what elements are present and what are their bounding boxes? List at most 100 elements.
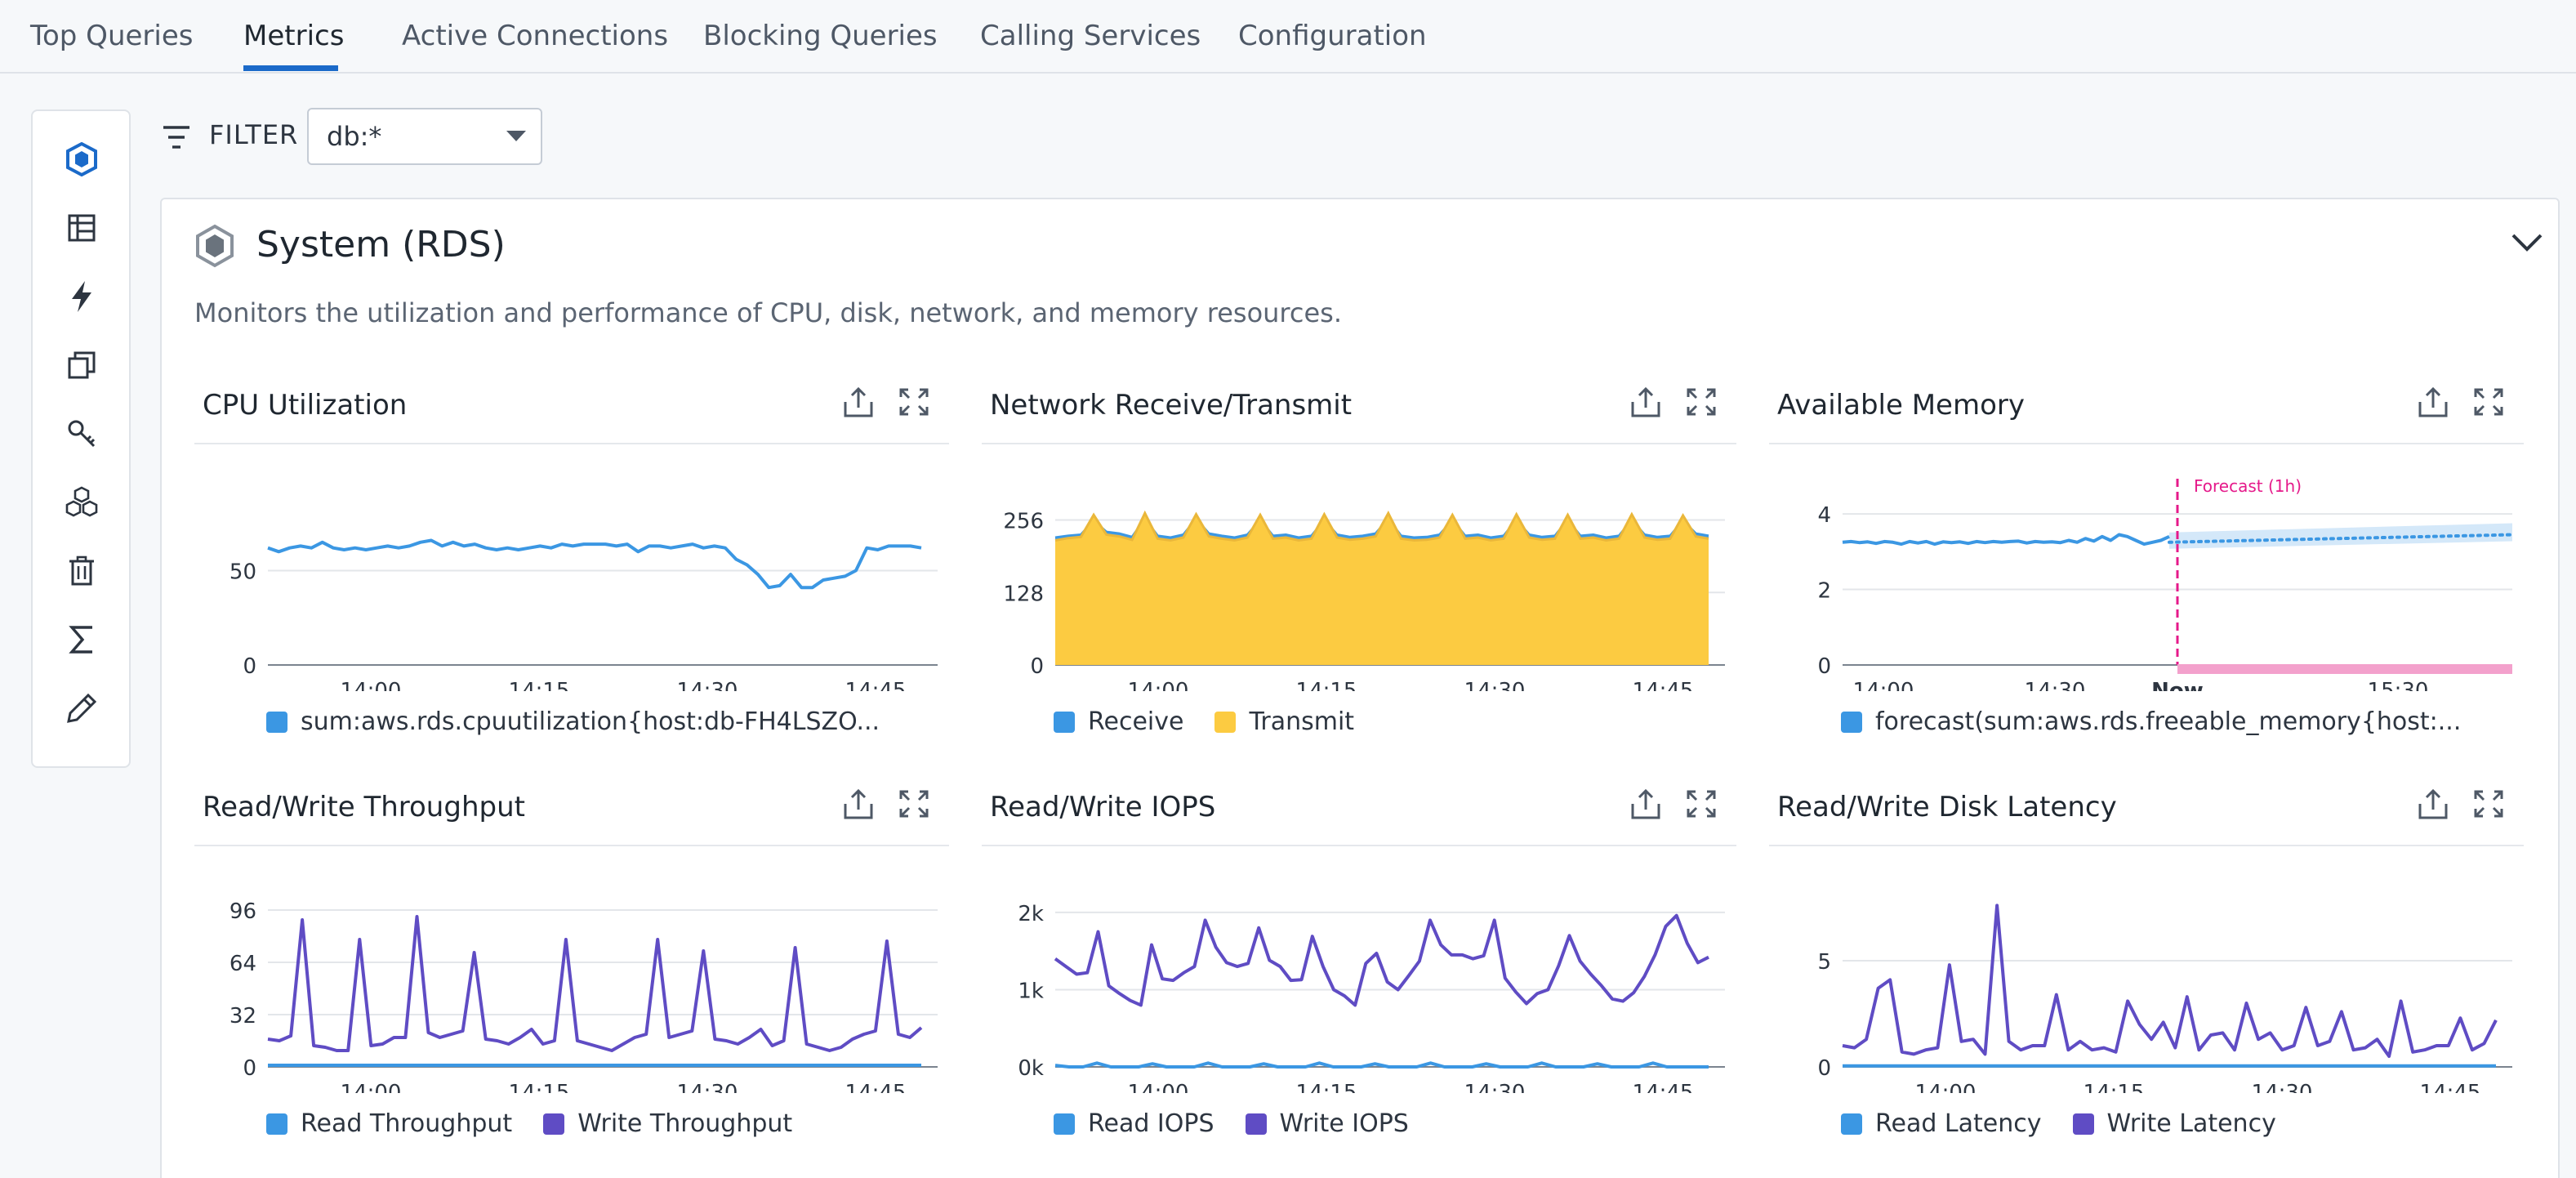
legend-swatch: [1054, 1113, 1075, 1135]
legend-label: Write IOPS: [1279, 1109, 1409, 1138]
cubes-icon[interactable]: [65, 485, 99, 520]
y-tick-label: 5: [1817, 950, 1831, 975]
y-tick-label: 1k: [1018, 979, 1044, 1003]
legend-item[interactable]: Transmit: [1214, 707, 1354, 736]
chevron-down-icon[interactable]: [2511, 232, 2543, 253]
legend-label: sum:aws.rds.cpuutilization{host:db-FH4LS…: [301, 707, 880, 736]
tab-metrics[interactable]: Metrics: [243, 20, 345, 52]
widget-available-memory: Available Memory 0 2 4 14:00 14:30 Now 15:30 For…: [1769, 368, 2524, 760]
widget-divider: [194, 443, 949, 444]
lightning-icon[interactable]: [65, 279, 99, 314]
widget-divider: [982, 443, 1736, 444]
fullscreen-icon[interactable]: [898, 789, 929, 819]
key-icon[interactable]: [65, 417, 99, 451]
legend-swatch: [1841, 1113, 1862, 1135]
y-tick-label: 64: [230, 952, 256, 976]
y-tick-label: 0k: [1018, 1056, 1044, 1081]
legend-item[interactable]: Read Throughput: [266, 1109, 512, 1138]
export-icon[interactable]: [843, 788, 874, 820]
legend-item[interactable]: sum:aws.rds.cpuutilization{host:db-FH4LS…: [266, 707, 880, 736]
tab-blocking-queries[interactable]: Blocking Queries: [703, 20, 938, 52]
fullscreen-icon[interactable]: [1686, 387, 1717, 417]
chart-network-receive-transmit[interactable]: 0 128 256 14:00 14:15 14:30 14:45: [982, 446, 1736, 703]
legend-swatch: [1054, 711, 1075, 733]
chart-svg: 0k 1k 2k 14:00 14:15 14:30 14:45: [1018, 902, 1725, 1105]
y-tick-label: 2: [1817, 579, 1831, 604]
legend-item[interactable]: forecast(sum:aws.rds.freeable_memory{hos…: [1841, 707, 2461, 736]
series-area-transmit: [1055, 513, 1709, 665]
widget-divider: [1769, 845, 2524, 846]
widget-title: Read/Write Throughput: [203, 791, 525, 823]
series-line-sum-aws-rds-cpuutilization-host-db-fh4lszo: [267, 538, 922, 590]
table-icon[interactable]: [65, 211, 99, 245]
trash-icon[interactable]: [65, 554, 99, 588]
filter-icon: [160, 123, 193, 152]
caret-down-icon: [506, 131, 526, 141]
export-icon[interactable]: [1630, 386, 1661, 418]
y-tick-label: 4: [1817, 503, 1831, 528]
legend-item[interactable]: Read Latency: [1841, 1109, 2042, 1138]
export-icon[interactable]: [843, 386, 874, 418]
x-tick-label: 14:30: [2025, 679, 2086, 691]
legend-label: Receive: [1088, 707, 1184, 736]
fullscreen-icon[interactable]: [898, 387, 929, 417]
widget-title: CPU Utilization: [203, 389, 408, 422]
hexagon-icon[interactable]: [65, 142, 99, 176]
export-icon[interactable]: [1630, 788, 1661, 820]
pencil-icon[interactable]: [65, 691, 99, 725]
legend-label: Write Throughput: [577, 1109, 793, 1138]
chart-legend: sum:aws.rds.cpuutilization{host:db-FH4LS…: [266, 707, 880, 736]
chart-available-memory[interactable]: 0 2 4 14:00 14:30 Now 15:30 Forecast (1h): [1769, 446, 2524, 703]
series-line-read-iops: [1054, 1061, 1709, 1069]
x-tick-label: 15:30: [2368, 679, 2429, 691]
widget-title: Available Memory: [1777, 389, 2025, 422]
widget-title: Network Receive/Transmit: [990, 389, 1353, 422]
tab-top-queries[interactable]: Top Queries: [30, 20, 194, 52]
widget-title: Read/Write IOPS: [990, 791, 1216, 823]
export-icon[interactable]: [2418, 788, 2449, 820]
x-tick-label: 14:45: [845, 1081, 907, 1093]
chart-svg: 0 5 14:00 14:15 14:30 14:45: [1817, 904, 2512, 1105]
x-tick-label: 14:00: [1128, 1081, 1189, 1093]
legend-swatch: [1841, 711, 1862, 733]
y-tick-label: 0: [1817, 1056, 1831, 1081]
filter-dropdown[interactable]: db:*: [307, 108, 542, 165]
fullscreen-icon[interactable]: [2473, 387, 2504, 417]
export-icon[interactable]: [2418, 386, 2449, 418]
widget-title: Read/Write Disk Latency: [1777, 791, 2117, 823]
y-tick-label: 0: [243, 654, 256, 679]
chart-read-write-iops[interactable]: 0k 1k 2k 14:00 14:15 14:30 14:45: [982, 848, 1736, 1105]
x-tick-label: 14:15: [1296, 679, 1357, 691]
chart-cpu-utilization[interactable]: 0 50 14:00 14:15 14:30 14:45: [194, 446, 949, 703]
x-tick-label: 14:30: [2252, 1081, 2313, 1093]
fullscreen-icon[interactable]: [2473, 789, 2504, 819]
y-tick-label: 0: [1817, 654, 1831, 679]
tab-active-connections[interactable]: Active Connections: [402, 20, 669, 52]
y-tick-label: 128: [1003, 582, 1044, 606]
legend-item[interactable]: Write IOPS: [1245, 1109, 1409, 1138]
x-tick-label: 14:30: [1464, 1081, 1526, 1093]
tab-configuration[interactable]: Configuration: [1238, 20, 1427, 52]
chart-svg: 0 2 4 14:00 14:30 Now 15:30 Forecast (1h): [1817, 476, 2514, 703]
x-tick-label: 14:00: [341, 1081, 402, 1093]
chart-svg: 0 128 256 14:00 14:15 14:30 14:45: [1003, 510, 1725, 703]
chart-read-write-disk-latency[interactable]: 0 5 14:00 14:15 14:30 14:45: [1769, 848, 2524, 1105]
series-line-forecast-sum-aws-rds-freeable-memory-host: [1842, 533, 2170, 547]
x-tick-label: 14:30: [1464, 679, 1526, 691]
x-tick-label: 14:30: [677, 1081, 738, 1093]
copy-icon[interactable]: [65, 348, 99, 382]
legend-label: Transmit: [1249, 707, 1355, 736]
legend-item[interactable]: Write Throughput: [543, 1109, 792, 1138]
legend-label: Write Latency: [2106, 1109, 2276, 1138]
y-tick-label: 256: [1003, 510, 1044, 534]
legend-item[interactable]: Receive: [1054, 707, 1183, 736]
tab-calling-services[interactable]: Calling Services: [980, 20, 1201, 52]
chart-read-write-throughput[interactable]: 0 32 64 96 14:00 14:15 14:30 14:45: [194, 848, 949, 1105]
legend-item[interactable]: Read IOPS: [1054, 1109, 1214, 1138]
sigma-icon[interactable]: [65, 622, 99, 657]
chart-legend: Read Throughput Write Throughput: [266, 1109, 792, 1138]
fullscreen-icon[interactable]: [1686, 789, 1717, 819]
legend-item[interactable]: Write Latency: [2072, 1109, 2276, 1138]
chart-svg: 0 50 14:00 14:15 14:30 14:45: [230, 538, 938, 703]
x-tick-label: 14:15: [1296, 1081, 1357, 1093]
